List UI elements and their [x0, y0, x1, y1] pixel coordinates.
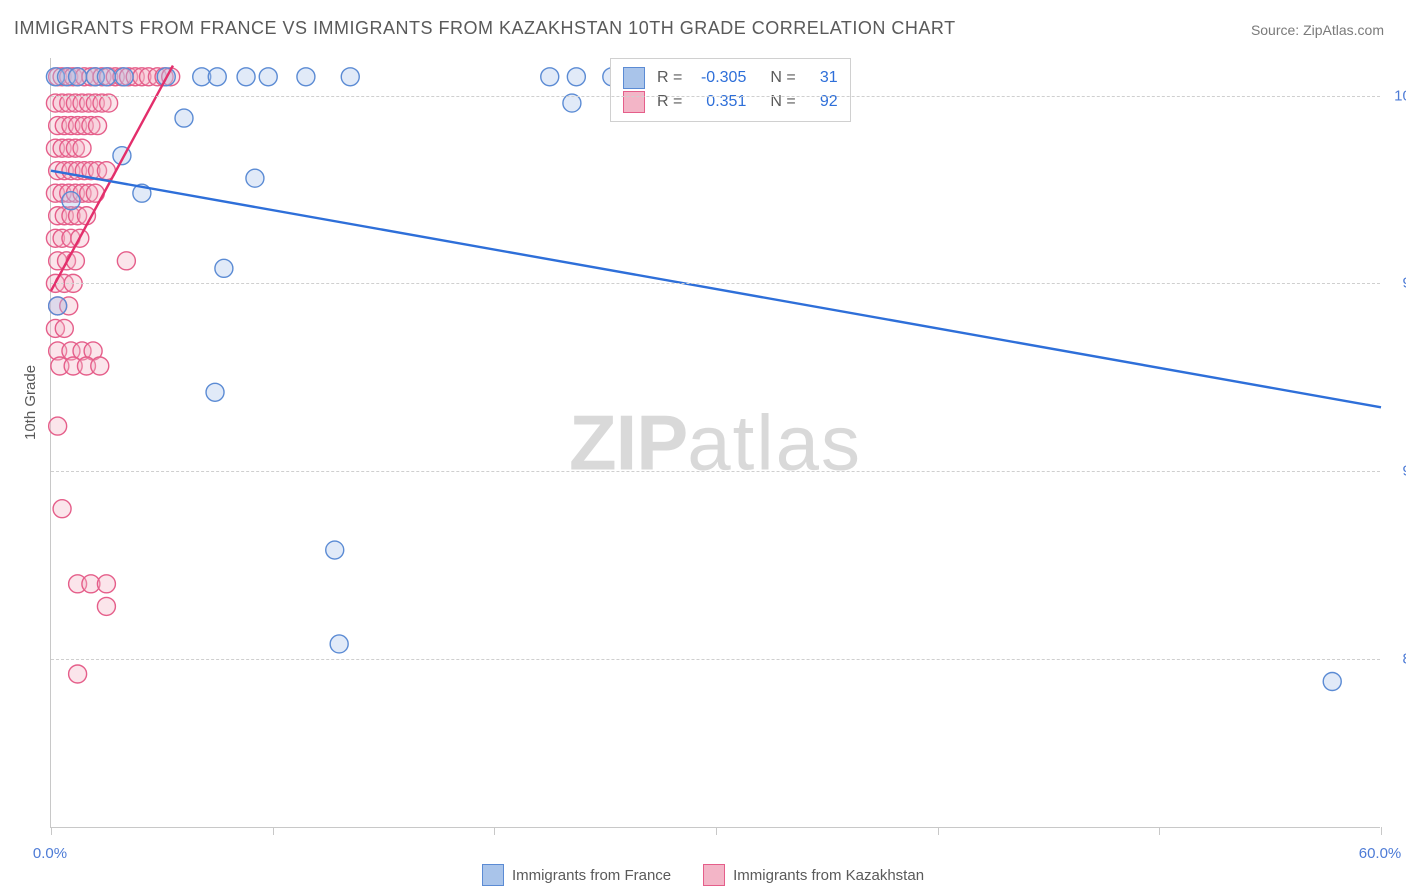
correlation-legend: R = -0.305 N = 31 R =0.351N =92 [610, 58, 851, 122]
data-point [55, 319, 73, 337]
x-tick [938, 827, 939, 835]
x-tick [273, 827, 274, 835]
data-point [563, 94, 581, 112]
n-value: 31 [808, 69, 838, 87]
data-point [237, 68, 255, 86]
data-point [66, 252, 84, 270]
data-point [49, 417, 67, 435]
legend-row: R = -0.305 N = 31 [623, 67, 838, 89]
data-point [62, 192, 80, 210]
chart-svg [51, 58, 1380, 827]
gridline [51, 659, 1380, 660]
legend-label: Immigrants from France [512, 867, 671, 884]
data-point [100, 94, 118, 112]
x-tick [716, 827, 717, 835]
y-tick-label: 85.0% [1385, 650, 1406, 667]
x-tick [1381, 827, 1382, 835]
data-point [330, 635, 348, 653]
x-tick [1159, 827, 1160, 835]
legend-label: Immigrants from Kazakhstan [733, 867, 924, 884]
n-label: N = [770, 69, 795, 87]
data-point [97, 597, 115, 615]
data-point [215, 259, 233, 277]
legend-row: R =0.351N =92 [623, 91, 838, 113]
gridline [51, 471, 1380, 472]
data-point [206, 383, 224, 401]
legend-swatch [623, 67, 645, 89]
data-point [97, 68, 115, 86]
data-point [175, 109, 193, 127]
data-point [1323, 673, 1341, 691]
data-point [49, 297, 67, 315]
data-point [89, 117, 107, 135]
source-value: ZipAtlas.com [1303, 22, 1384, 38]
r-label: R = [657, 69, 682, 87]
y-tick-label: 100.0% [1385, 87, 1406, 104]
x-tick-label: 60.0% [1359, 845, 1402, 862]
data-point [69, 665, 87, 683]
x-tick [494, 827, 495, 835]
data-point [341, 68, 359, 86]
data-point [246, 169, 264, 187]
x-tick [51, 827, 52, 835]
x-tick-label: 0.0% [33, 845, 67, 862]
legend-swatch [623, 91, 645, 113]
legend-item: Immigrants from France [482, 864, 671, 886]
gridline [51, 96, 1380, 97]
y-tick-label: 95.0% [1385, 275, 1406, 292]
data-point [541, 68, 559, 86]
source-attribution: Source: ZipAtlas.com [1251, 22, 1384, 38]
gridline [51, 283, 1380, 284]
legend-swatch [703, 864, 725, 886]
data-point [115, 68, 133, 86]
chart-title: IMMIGRANTS FROM FRANCE VS IMMIGRANTS FRO… [14, 18, 956, 39]
source-label: Source: [1251, 22, 1303, 38]
data-point [297, 68, 315, 86]
data-point [91, 357, 109, 375]
data-point [97, 575, 115, 593]
data-point [208, 68, 226, 86]
data-point [567, 68, 585, 86]
y-axis-label: 10th Grade [22, 365, 39, 440]
r-value: -0.305 [694, 69, 746, 87]
data-point [73, 139, 91, 157]
plot-area: ZIPatlas R =-0.305N =31R =0.351N =92 85.… [50, 58, 1380, 828]
regression-line [51, 171, 1381, 408]
legend-item: Immigrants from Kazakhstan [703, 864, 924, 886]
series-legend: Immigrants from France Immigrants from Ka… [0, 864, 1406, 886]
legend-swatch [482, 864, 504, 886]
data-point [326, 541, 344, 559]
y-tick-label: 90.0% [1385, 463, 1406, 480]
data-point [53, 500, 71, 518]
data-point [69, 68, 87, 86]
data-point [259, 68, 277, 86]
data-point [117, 252, 135, 270]
